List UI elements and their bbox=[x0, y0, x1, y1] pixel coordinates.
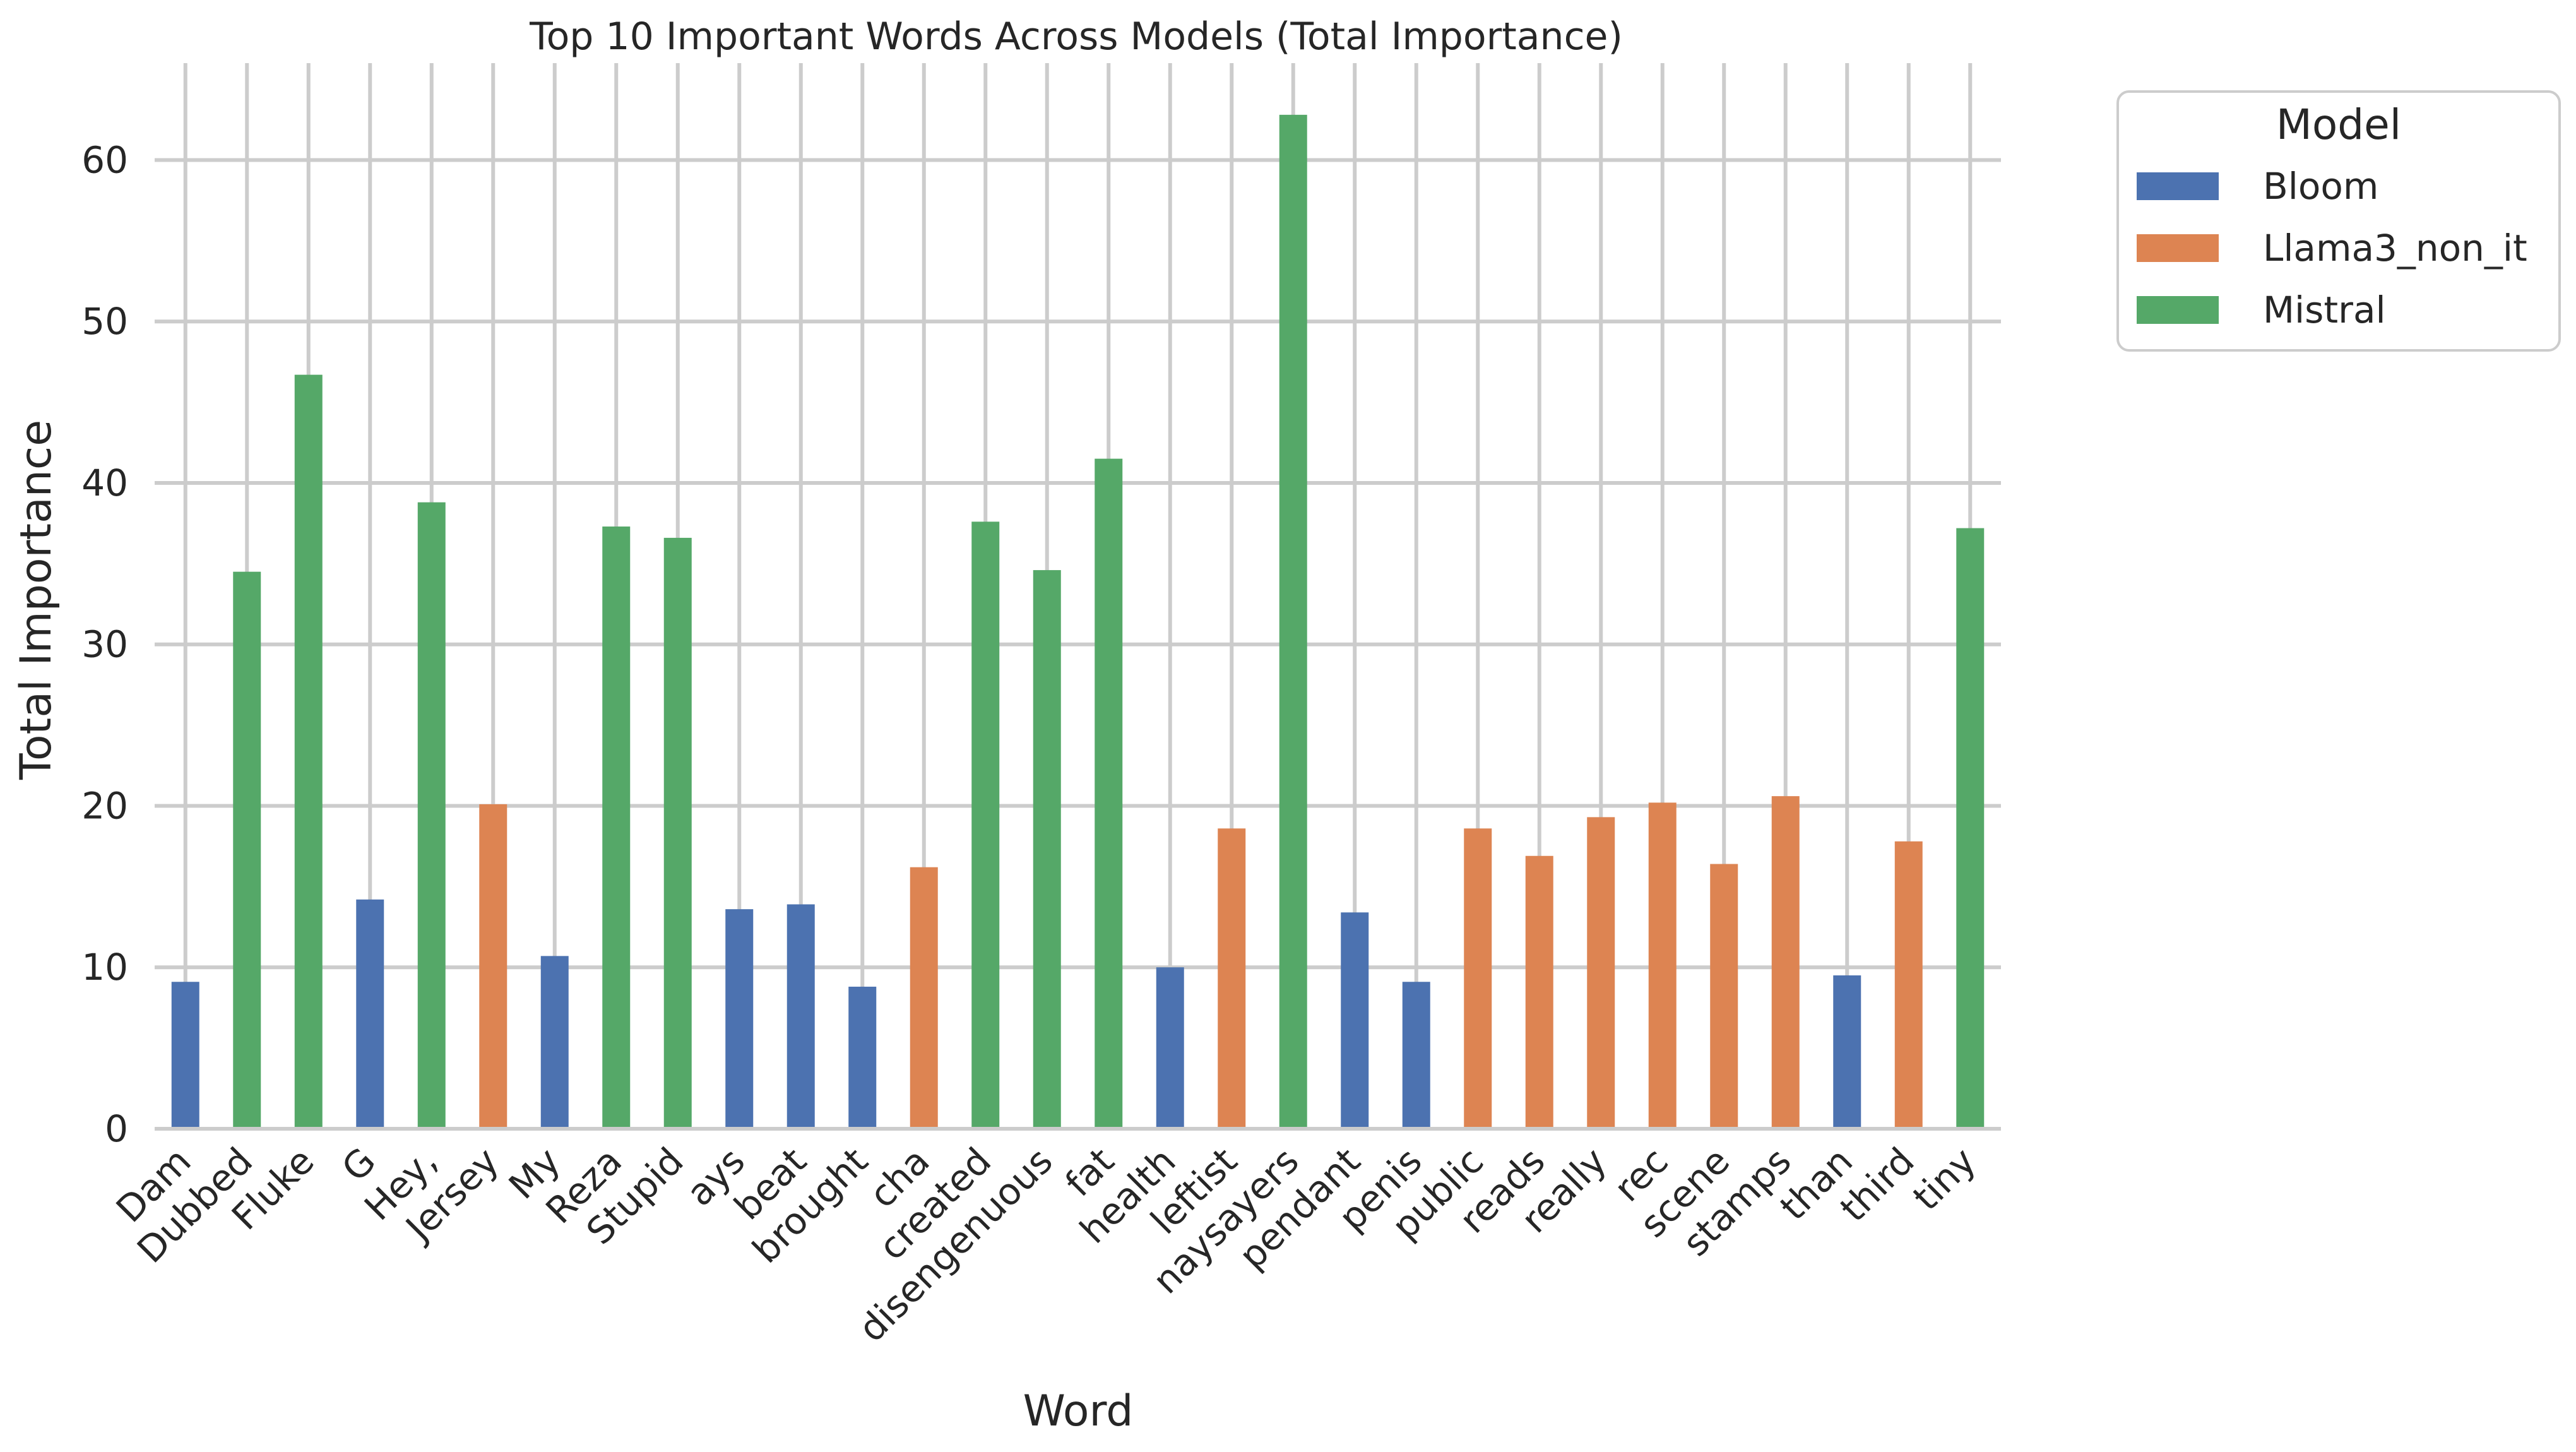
bar-mistral bbox=[663, 537, 692, 1129]
bar-bloom bbox=[786, 904, 815, 1129]
legend-title: Model bbox=[2276, 100, 2401, 149]
bar-llama3_non_it bbox=[1218, 828, 1246, 1129]
bar-bloom bbox=[725, 909, 754, 1129]
y-axis-label: Total Importance bbox=[11, 420, 61, 780]
legend-label: Bloom bbox=[2263, 165, 2378, 208]
bar-bloom bbox=[356, 899, 384, 1129]
legend-box bbox=[2116, 90, 2561, 352]
bar-llama3_non_it bbox=[1771, 796, 1800, 1129]
y-tick-label: 60 bbox=[81, 138, 128, 181]
x-axis-label: Word bbox=[1023, 1386, 1134, 1436]
bar-mistral bbox=[602, 527, 631, 1129]
bar-bloom bbox=[540, 956, 569, 1129]
bar-mistral bbox=[1033, 570, 1061, 1129]
y-tick-label: 50 bbox=[81, 300, 128, 343]
legend-label: Llama3_non_it bbox=[2263, 227, 2527, 270]
bar-llama3_non_it bbox=[1464, 828, 1492, 1129]
bar-bloom bbox=[1156, 967, 1184, 1129]
bar-bloom bbox=[171, 982, 199, 1129]
legend-swatch bbox=[2137, 296, 2219, 324]
legend-label: Mistral bbox=[2263, 289, 2386, 331]
bar-llama3_non_it bbox=[1587, 817, 1615, 1129]
bar-mistral bbox=[294, 374, 323, 1129]
y-tick-label: 40 bbox=[81, 461, 128, 504]
bar-bloom bbox=[1341, 912, 1369, 1129]
bar-llama3_non_it bbox=[1710, 864, 1738, 1129]
bar-mistral bbox=[1095, 458, 1123, 1129]
bar-mistral bbox=[1956, 528, 1985, 1129]
legend-items: Bloom Llama3_non_it Mistral bbox=[2137, 165, 2527, 331]
bar-llama3_non_it bbox=[1525, 855, 1553, 1129]
bar-mistral bbox=[417, 502, 446, 1129]
legend-swatch bbox=[2137, 234, 2219, 262]
y-tick-label: 0 bbox=[105, 1107, 128, 1150]
bar-mistral bbox=[971, 521, 1000, 1129]
legend-swatch bbox=[2137, 172, 2219, 200]
bar-llama3_non_it bbox=[1648, 802, 1677, 1129]
x-tick-label: tiny bbox=[1904, 1140, 1984, 1219]
y-tick-label: 20 bbox=[81, 784, 128, 827]
bar-llama3_non_it bbox=[1894, 841, 1923, 1129]
bar-llama3_non_it bbox=[910, 867, 938, 1129]
bar-llama3_non_it bbox=[479, 804, 507, 1129]
legend: Model Bloom Llama3_non_it Mistral bbox=[2116, 90, 2561, 352]
bar-bloom bbox=[1402, 982, 1430, 1129]
bars bbox=[171, 114, 1985, 1129]
chart-title: Top 10 Important Words Across Models (To… bbox=[529, 15, 1623, 59]
bar-bloom bbox=[848, 986, 877, 1129]
bar-mistral bbox=[233, 571, 261, 1129]
y-tick-label: 30 bbox=[81, 623, 128, 666]
y-tick-label: 10 bbox=[81, 946, 128, 989]
bar-mistral bbox=[1279, 114, 1307, 1129]
bar-bloom bbox=[1833, 975, 1861, 1129]
